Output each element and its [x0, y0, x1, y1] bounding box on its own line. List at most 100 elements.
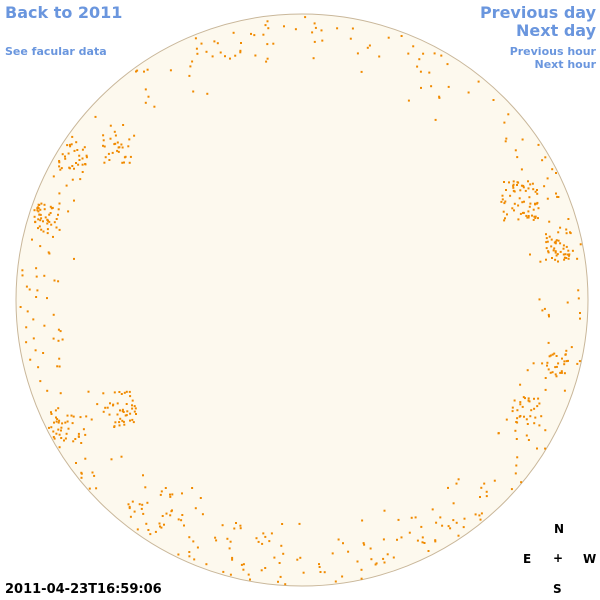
- facula-speck: [546, 177, 549, 180]
- facula-speck: [222, 570, 225, 573]
- facula-speck: [169, 514, 172, 517]
- facula-speck: [59, 168, 62, 171]
- facula-speck: [160, 526, 163, 529]
- facula-speck: [95, 487, 98, 490]
- facula-speck: [90, 418, 93, 421]
- facula-speck: [116, 141, 119, 144]
- facula-speck: [420, 86, 422, 89]
- facula-speck: [439, 516, 442, 519]
- facula-speck: [312, 57, 315, 60]
- facula-speck: [116, 402, 119, 405]
- facula-speck: [536, 447, 538, 450]
- facula-speck: [118, 424, 121, 427]
- facula-speck: [87, 390, 90, 393]
- facula-speck: [58, 365, 61, 368]
- facula-speck: [121, 419, 124, 422]
- facula-speck: [341, 575, 344, 578]
- facula-speck: [501, 198, 504, 201]
- facula-speck: [447, 525, 450, 528]
- facula-speck: [58, 419, 61, 422]
- facula-speck: [527, 439, 530, 441]
- facula-speck: [523, 200, 525, 203]
- facula-speck: [71, 422, 74, 425]
- facular-data-link[interactable]: See facular data: [5, 45, 107, 58]
- previous-hour-link[interactable]: Previous hour: [509, 45, 596, 58]
- facula-speck: [546, 197, 549, 200]
- facula-speck: [75, 462, 77, 464]
- facula-speck: [334, 580, 337, 583]
- next-hour-link[interactable]: Next hour: [534, 58, 597, 71]
- facula-speck: [161, 515, 164, 517]
- facula-speck: [191, 60, 194, 63]
- facula-speck: [219, 51, 222, 54]
- facula-speck: [159, 525, 161, 528]
- facula-speck: [265, 60, 268, 63]
- facula-speck: [516, 409, 519, 412]
- facula-speck: [154, 530, 157, 533]
- facula-speck: [532, 218, 535, 221]
- facula-speck: [39, 245, 42, 248]
- facula-speck: [88, 487, 91, 490]
- facula-speck: [336, 27, 339, 30]
- facula-speck: [555, 355, 558, 357]
- facula-speck: [107, 152, 110, 155]
- facula-speck: [553, 247, 556, 250]
- back-to-year-link[interactable]: Back to 2011: [5, 3, 123, 22]
- facula-speck: [125, 414, 128, 417]
- facula-speck: [299, 556, 302, 559]
- facula-speck: [188, 536, 191, 539]
- facula-speck: [163, 523, 165, 526]
- facula-speck: [85, 156, 88, 159]
- facula-speck: [133, 410, 136, 413]
- facula-speck: [538, 402, 541, 405]
- facula-speck: [32, 318, 35, 321]
- facula-speck: [80, 472, 83, 475]
- facula-speck: [129, 419, 131, 422]
- facular-points: [19, 16, 582, 586]
- facula-speck: [40, 217, 43, 220]
- facula-speck: [547, 341, 550, 344]
- facula-speck: [267, 27, 270, 30]
- facula-speck: [536, 189, 538, 191]
- facula-speck: [446, 63, 449, 66]
- facula-speck: [103, 145, 106, 148]
- facula-speck: [239, 51, 242, 54]
- facula-speck: [53, 421, 55, 424]
- facula-speck: [531, 182, 534, 185]
- facula-speck: [313, 40, 316, 43]
- facula-speck: [102, 410, 105, 413]
- facula-speck: [538, 424, 541, 427]
- facula-speck: [434, 540, 437, 543]
- facula-speck: [46, 297, 48, 300]
- facula-speck: [40, 202, 43, 205]
- facula-speck: [416, 65, 419, 68]
- facula-speck: [55, 218, 58, 220]
- facula-speck: [146, 68, 149, 71]
- previous-day-link[interactable]: Previous day: [479, 3, 596, 22]
- facula-speck: [119, 417, 122, 420]
- facula-speck: [221, 524, 224, 527]
- facula-speck: [548, 220, 551, 223]
- facula-speck: [516, 181, 519, 184]
- facula-speck: [554, 258, 557, 261]
- facula-speck: [282, 552, 285, 555]
- facula-speck: [521, 201, 524, 204]
- facula-speck: [28, 288, 31, 291]
- facula-speck: [557, 260, 559, 263]
- facula-speck: [35, 296, 38, 298]
- facula-speck: [546, 361, 549, 364]
- facula-speck: [113, 426, 116, 428]
- facula-speck: [63, 439, 65, 442]
- facula-speck: [266, 43, 269, 46]
- facula-speck: [239, 49, 242, 52]
- next-day-link[interactable]: Next day: [516, 21, 596, 40]
- facula-speck: [129, 395, 132, 398]
- facula-speck: [131, 418, 134, 421]
- facula-speck: [229, 573, 232, 576]
- facula-speck: [73, 199, 75, 202]
- facula-speck: [280, 544, 283, 547]
- facula-speck: [567, 257, 570, 260]
- facula-speck: [551, 371, 554, 374]
- facula-speck: [521, 405, 524, 408]
- facula-speck: [74, 438, 77, 440]
